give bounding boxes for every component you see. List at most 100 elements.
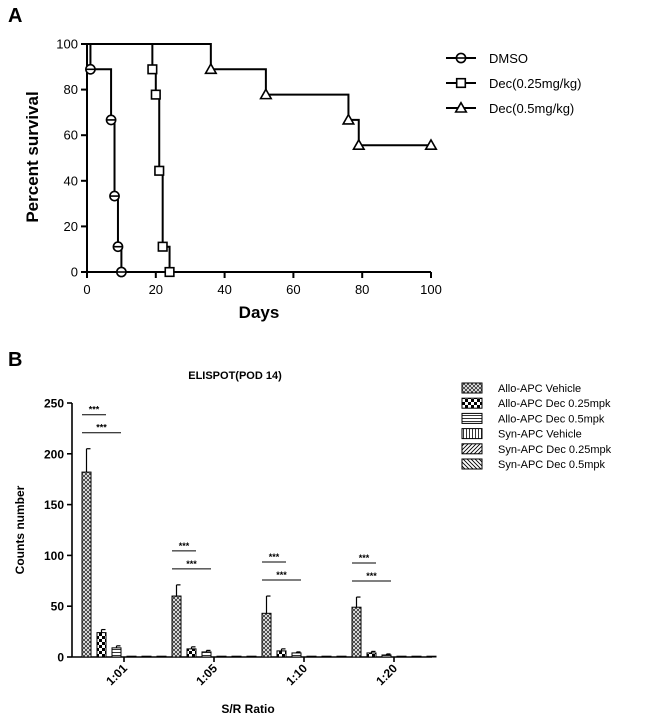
elispot-bar-group — [216, 655, 227, 658]
elispot-bar-group — [291, 651, 302, 658]
survival-series-dmso — [85, 43, 127, 278]
elispot-bar-syn-apc-dec-0-5mpk — [426, 655, 437, 658]
elispot-significance-label: *** — [96, 423, 107, 433]
survival-legend-item-dec-0-25mg-kg: Dec(0.25mg/kg) — [446, 76, 581, 91]
elispot-significance-label: *** — [186, 559, 197, 569]
elispot-bar-syn-apc-dec-0-25mpk — [231, 655, 242, 658]
elispot-legend-label: Allo-APC Dec 0.5mpk — [498, 413, 605, 425]
elispot-bar-allo-apc-dec-0-25mpk — [276, 650, 287, 658]
elispot-bar-allo-apc-dec-0-25mpk — [186, 648, 197, 658]
elispot-legend-label: Syn-APC Vehicle — [498, 429, 582, 441]
elispot-bar-allo-apc-vehicle — [171, 595, 182, 658]
elispot-x-tick-label: 1:05 — [193, 661, 220, 688]
survival-curve-dec-0-5mg-kg — [87, 43, 431, 147]
elispot-bar-group — [96, 628, 107, 658]
elispot-significance-label: *** — [179, 541, 190, 551]
elispot-bar-group — [411, 655, 422, 658]
elispot-bar-syn-apc-vehicle — [396, 655, 407, 658]
elispot-title: ELISPOT(POD 14) — [188, 370, 282, 382]
survival-legend-label: Dec(0.5mg/kg) — [489, 101, 574, 116]
elispot-legend-label: Allo-APC Dec 0.25mpk — [498, 398, 611, 410]
elispot-bar-allo-apc-dec-0-5mpk — [381, 654, 392, 658]
survival-x-tick-label: 60 — [286, 282, 300, 297]
survival-axes: 0 20 40 60 80 100 0 20 40 60 80 100 — [56, 37, 442, 298]
elispot-legend-item-allo-apc-dec-0-25mpk: Allo-APC Dec 0.25mpk — [461, 397, 611, 410]
elispot-x-tick-label: 1:01 — [103, 661, 130, 688]
survival-y-tick-label: 80 — [64, 82, 78, 97]
elispot-legend-swatch — [461, 412, 483, 424]
elispot-significance-label: *** — [269, 552, 280, 562]
survival-point-triangle — [204, 62, 218, 75]
elispot-significance-label: *** — [89, 405, 100, 415]
elispot-bar-group — [201, 649, 212, 658]
survival-point-triangle — [259, 87, 273, 100]
elispot-significance-mark: *** — [172, 559, 211, 570]
elispot-bar-syn-apc-vehicle — [216, 655, 227, 658]
elispot-bar-syn-apc-dec-0-25mpk — [321, 655, 332, 658]
elispot-bar-syn-apc-dec-0-5mpk — [156, 655, 167, 658]
elispot-bar-group — [81, 448, 92, 658]
elispot-bar-allo-apc-dec-0-5mpk — [111, 647, 122, 658]
elispot-legend-item-syn-apc-dec-0-5mpk: Syn-APC Dec 0.5mpk — [461, 458, 605, 471]
survival-legend-marker-square — [455, 77, 467, 89]
elispot-x-tick-label: 1:10 — [283, 661, 310, 688]
elispot-y-tick-label: 100 — [44, 549, 64, 563]
elispot-bar-allo-apc-dec-0-5mpk — [201, 651, 212, 658]
elispot-significance-mark: *** — [82, 405, 106, 416]
survival-legend-item-dmso: DMSO — [446, 51, 528, 66]
elispot-legend-label: Syn-APC Dec 0.25mpk — [498, 444, 612, 456]
elispot-bar-syn-apc-vehicle — [126, 655, 137, 658]
elispot-bar-group — [186, 646, 197, 658]
survival-point-square — [154, 165, 165, 176]
survival-y-tick-label: 0 — [71, 265, 78, 280]
elispot-bar-group — [231, 655, 242, 658]
survival-x-tick-label: 40 — [217, 282, 231, 297]
elispot-bar-syn-apc-vehicle — [306, 655, 317, 658]
elispot-legend-swatch — [461, 397, 483, 409]
elispot-x-tick-label: 1:20 — [373, 661, 400, 688]
survival-legend-label: DMSO — [489, 51, 528, 66]
elispot-y-tick-label: 250 — [44, 397, 64, 411]
elispot-bar-allo-apc-vehicle — [261, 612, 272, 658]
elispot-bar-group — [321, 655, 332, 658]
elispot-bar-group — [276, 648, 287, 658]
survival-y-tick-label: 60 — [64, 128, 78, 143]
survival-series-dec-0-25mg-kg — [87, 43, 175, 278]
elispot-x-axis-title: S/R Ratio — [221, 702, 274, 716]
panel-a-letter: A — [8, 5, 22, 27]
elispot-legend: Allo-APC Vehicle Allo-APC Dec 0.25mpk Allo… — [461, 382, 612, 471]
elispot-bar-allo-apc-dec-0-25mpk — [366, 652, 377, 658]
elispot-bar-allo-apc-vehicle — [351, 606, 362, 658]
survival-legend: DMSO Dec(0.25mg/kg) Dec(0.5mg/kg) — [446, 51, 581, 116]
elispot-bar-allo-apc-vehicle — [81, 471, 92, 658]
elispot-bars — [81, 448, 437, 658]
elispot-bar-group — [156, 655, 167, 658]
survival-point-triangle — [424, 138, 438, 151]
elispot-legend-item-allo-apc-dec-0-5mpk: Allo-APC Dec 0.5mpk — [461, 412, 605, 425]
survival-curve-dmso — [87, 43, 123, 272]
elispot-significance-mark: *** — [352, 553, 376, 564]
survival-chart: Percent survival Days 0 20 40 60 80 100 0 20 40 6… — [23, 37, 581, 323]
elispot-significance-label: *** — [359, 553, 370, 563]
elispot-legend-label: Allo-APC Vehicle — [498, 383, 581, 395]
elispot-bar-group — [351, 596, 362, 658]
elispot-bar-group — [246, 655, 257, 658]
elispot-significance-label: *** — [366, 571, 377, 581]
elispot-significance-label: *** — [276, 570, 287, 580]
survival-x-axis-title: Days — [239, 303, 280, 322]
elispot-bar-syn-apc-dec-0-25mpk — [141, 655, 152, 658]
survival-series — [85, 43, 438, 278]
survival-x-tick-label: 20 — [149, 282, 163, 297]
survival-y-tick-label: 40 — [64, 173, 78, 188]
elispot-significance-mark: *** — [262, 552, 286, 563]
survival-legend-item-dec-0-5mg-kg: Dec(0.5mg/kg) — [446, 101, 574, 116]
elispot-legend-swatch — [461, 428, 483, 440]
survival-series-dec-0-5mg-kg — [87, 43, 438, 151]
survival-point-triangle — [341, 113, 356, 125]
elispot-bar-group — [426, 655, 437, 658]
elispot-bar-allo-apc-dec-0-25mpk — [96, 632, 107, 658]
survival-curve-dec-0-25mg-kg — [87, 43, 171, 272]
elispot-bar-group — [336, 655, 347, 658]
elispot-legend-item-allo-apc-vehicle: Allo-APC Vehicle — [461, 382, 581, 395]
